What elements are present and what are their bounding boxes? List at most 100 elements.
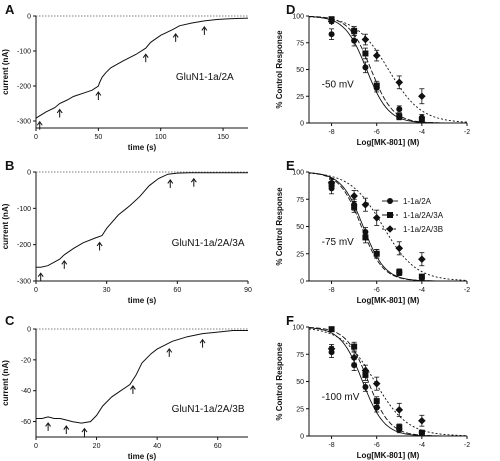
application-arrow (142, 53, 149, 63)
marker-diamond (418, 92, 426, 101)
legend-marker (386, 225, 394, 233)
x-tick-label: 100 (155, 134, 167, 141)
marker-diamond (395, 244, 404, 253)
current-trace (35, 17, 249, 119)
x-tick-label: 0 (34, 443, 38, 450)
data-point (351, 34, 358, 47)
panel-f: F -8 -6 -4 -2 0 25 50 75 100 Log[MK-801] (M) % Cont… (275, 313, 470, 460)
y-tick-label: -40 (21, 388, 31, 395)
arrow-head (95, 91, 102, 96)
panel-letter: B (5, 158, 14, 173)
legend-marker (387, 198, 393, 204)
x-tick-label: 30 (103, 287, 111, 294)
y-tick-label: 100 (292, 325, 304, 332)
panel-annotation: -100 mV (322, 392, 360, 403)
fit-curve-2 (308, 172, 467, 282)
panel-letter: D (286, 2, 295, 17)
data-point (361, 33, 370, 46)
legend-marker (387, 212, 393, 218)
y-tick-label: 25 (296, 251, 304, 258)
y-tick-label: 100 (292, 170, 304, 177)
marker-circle (351, 362, 358, 369)
marker-square (351, 203, 358, 210)
y-tick-label: -20 (21, 357, 31, 364)
y-tick-label: -200 (17, 242, 31, 249)
y-tick-label: 50 (296, 224, 304, 231)
data-point (362, 61, 369, 74)
application-arrow (199, 338, 206, 348)
application-arrow (56, 108, 63, 118)
panel-letter: E (286, 158, 295, 173)
data-point (361, 197, 370, 212)
x-tick-label: -6 (374, 129, 380, 136)
panel-letter: A (5, 2, 15, 17)
x-tick-label: -6 (374, 442, 380, 449)
y-tick-label: 75 (296, 352, 304, 359)
marker-diamond (327, 345, 336, 353)
marker-circle (373, 404, 380, 411)
data-point (396, 105, 403, 113)
x-tick-label: 150 (217, 134, 229, 141)
arrow-head (190, 177, 197, 183)
arrow-head (36, 120, 43, 126)
data-point (373, 396, 380, 406)
data-point (418, 252, 426, 267)
data-point (351, 341, 358, 352)
x-axis-label: Log[MK-801] (M) (357, 138, 420, 147)
marker-diamond (372, 379, 381, 388)
x-tick-label: -8 (328, 287, 334, 294)
data-point (372, 49, 381, 62)
x-tick-label: -4 (419, 129, 425, 136)
legend: 1-1a/2A 1-1a/2A/3A 1-1a/2A/3B (382, 197, 444, 234)
arrow-head (142, 53, 149, 58)
current-trace (36, 172, 248, 268)
application-arrow (166, 348, 173, 357)
y-tick-label: 100 (292, 14, 304, 21)
panel-e: E -8 -6 -4 -2 0 25 50 75 100 Log[MK-801] (M) % Cont… (275, 158, 470, 305)
application-arrow (36, 120, 43, 130)
marker-circle (362, 383, 369, 390)
marker-square (418, 273, 425, 280)
arrow-head (37, 272, 44, 277)
data-point (372, 376, 381, 391)
data-point (395, 402, 404, 417)
arrow-head (201, 26, 208, 31)
fit-curve-3 (308, 172, 468, 281)
x-tick-label: -8 (328, 442, 334, 449)
marker-diamond (327, 179, 336, 187)
y-tick-label: -60 (21, 419, 31, 426)
y-tick-label: 50 (296, 379, 304, 386)
data-point (362, 231, 369, 244)
data-point (350, 351, 358, 364)
panel-d: D -8 -6 -4 -2 0 25 50 75 100 Log[MK-801] (M) % Cont… (275, 2, 470, 147)
panel-annotation: -50 mV (322, 80, 355, 91)
arrow-head (167, 179, 174, 184)
application-arrow (95, 91, 102, 100)
panel-annotation: -75 mV (322, 237, 355, 248)
x-tick-label: -4 (419, 287, 425, 294)
fit-curve-1 (308, 327, 467, 437)
x-axis-label: time (s) (128, 452, 157, 461)
x-tick-label: -2 (464, 129, 470, 136)
marker-diamond (361, 35, 370, 44)
y-tick-label: 25 (296, 94, 304, 101)
marker-diamond (395, 406, 404, 414)
panel-c: C 0 20 40 60 0 -20 -40 -60 time (s) current (nA) Gl… (1, 313, 248, 461)
marker-diamond (350, 353, 358, 362)
marker-diamond (372, 51, 381, 60)
application-arrow (61, 259, 68, 269)
application-arrow (37, 272, 44, 282)
y-tick-label: 50 (296, 67, 304, 74)
x-axis-label: time (s) (128, 296, 157, 305)
arrow-head (61, 259, 68, 265)
marker-square (328, 326, 335, 333)
x-tick-label: -2 (464, 442, 470, 449)
application-arrow (130, 385, 136, 394)
current-trace (36, 330, 248, 424)
y-axis-label: % Control Response (275, 30, 284, 109)
y-tick-label: 0 (27, 327, 31, 334)
y-tick-label: -100 (17, 206, 31, 213)
application-arrow (190, 177, 197, 187)
y-tick-label: -200 (17, 84, 31, 91)
